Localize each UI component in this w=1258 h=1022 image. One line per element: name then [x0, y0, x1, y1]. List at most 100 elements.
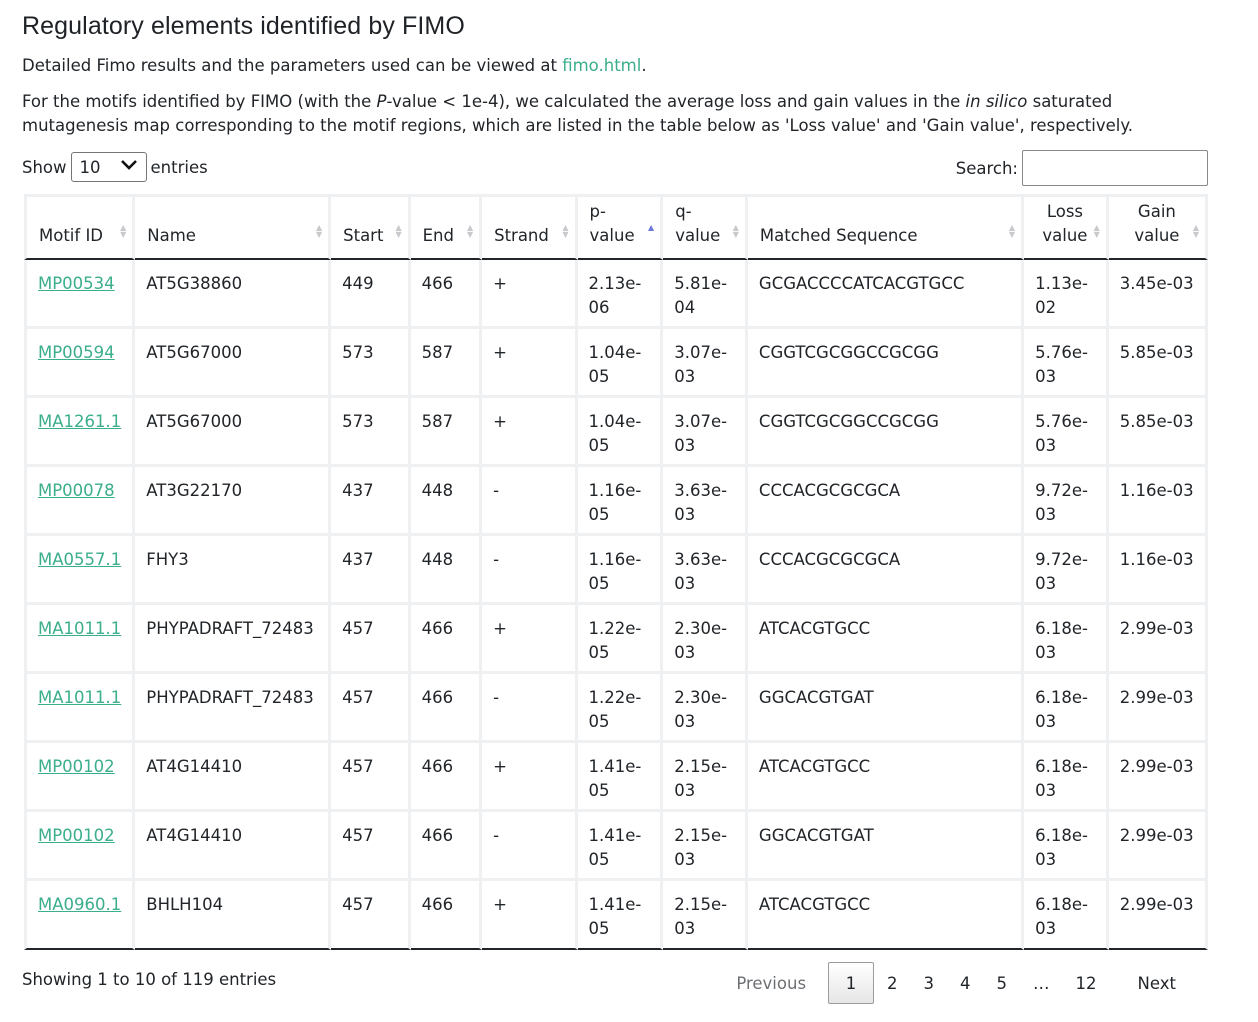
header-gain-label-top: Gain	[1137, 202, 1176, 221]
entries-select[interactable]: 10	[70, 152, 147, 182]
entries-label: entries	[150, 157, 208, 177]
pagination-next[interactable]: Next	[1137, 973, 1176, 993]
header-p-label-top: p-	[589, 202, 606, 221]
search-input[interactable]	[1022, 150, 1208, 186]
pagination-page[interactable]: 4	[960, 973, 971, 993]
cell-matched-sequence: GCGACCCCATCACGTGCC	[747, 260, 1025, 329]
motif-link[interactable]: MA0557.1	[38, 550, 122, 569]
sequence-text: CGGTCGCGGCCGCGG	[758, 343, 939, 362]
motif-link[interactable]: MP00594	[38, 343, 115, 362]
p-value-text: 05	[588, 367, 610, 386]
q-value-text: 2.30e-	[674, 619, 728, 638]
pagination-page[interactable]: 2	[887, 973, 898, 993]
cell-strand: -	[482, 674, 578, 743]
cell-matched-sequence: ATCACGTGCC	[747, 881, 1025, 950]
cell-start: 437	[331, 536, 411, 605]
pagination-page[interactable]: 5	[996, 973, 1008, 993]
pagination-page-last[interactable]: 12	[1075, 973, 1097, 993]
cell-matched-sequence: CCCACGCGCGCA	[747, 467, 1025, 536]
name-text: AT5G67000	[146, 412, 243, 431]
cell-loss-value: 6.18e- 03	[1024, 674, 1109, 743]
loss-value-text: 03	[1035, 919, 1057, 938]
cell-gain-value: 2.99e-03	[1108, 674, 1208, 743]
cell-matched-sequence: CGGTCGCGGCCGCGG	[747, 329, 1025, 398]
header-loss-value[interactable]: Loss value ▲ ▼	[1024, 194, 1109, 260]
loss-value-text: 03	[1035, 505, 1057, 524]
desc-part3: saturated mutagenesis map corresponding …	[22, 92, 1134, 135]
sort-icon: ▲ ▼	[120, 223, 127, 239]
strand-text: +	[493, 619, 507, 638]
motif-link[interactable]: MA1011.1	[38, 688, 122, 707]
loss-value-text: 6.18e-	[1035, 688, 1088, 707]
strand-text: +	[493, 343, 507, 362]
start-text: 457	[342, 895, 374, 914]
header-q-value[interactable]: q-value ▲ ▼	[663, 194, 748, 260]
cell-name: AT5G38860	[135, 260, 332, 329]
motif-link[interactable]: MA1261.1	[38, 412, 122, 431]
motif-link[interactable]: MP00102	[38, 826, 115, 845]
header-name[interactable]: Name ▲ ▼	[135, 194, 332, 260]
p-value-text: 05	[588, 850, 610, 869]
q-value-text: 2.15e-	[674, 895, 728, 914]
strand-text: +	[493, 895, 507, 914]
cell-start: 449	[331, 260, 411, 329]
start-text: 457	[342, 688, 374, 707]
table-row: MA1261.1 AT5G67000 573 587 +1.04e- 05 3.07e- 03…	[24, 398, 1208, 467]
motif-link[interactable]: MP00102	[38, 757, 115, 776]
cell-q-value: 2.15e- 03	[663, 881, 748, 950]
cell-p-value: 1.04e- 05	[577, 329, 664, 398]
cell-start: 573	[331, 329, 411, 398]
motif-link[interactable]: MA0960.1	[38, 895, 122, 914]
pagination-page[interactable]: 3	[923, 973, 935, 993]
sort-icon: ▲ ▼	[1192, 223, 1199, 239]
length-control: Show 10 entries	[22, 150, 208, 184]
cell-name: AT3G22170	[135, 467, 332, 536]
gain-value-text: 2.99e-03	[1119, 688, 1194, 707]
p-value-text: 1.22e-	[588, 619, 642, 638]
sort-asc-icon: ▲▼	[648, 223, 655, 232]
gain-value-text: 2.99e-03	[1119, 757, 1194, 776]
cell-motif-id: MA1011.1	[24, 605, 136, 674]
header-gain-value[interactable]: Gain value ▲ ▼	[1108, 194, 1208, 260]
loss-value-text: 03	[1035, 781, 1057, 800]
cell-start: 457	[331, 881, 411, 950]
motif-link[interactable]: MP00534	[38, 274, 115, 293]
cell-gain-value: 5.85e-03	[1108, 398, 1208, 467]
cell-start: 573	[331, 398, 411, 467]
pagination: Previous 1 2 3 4 5 … 12 Next	[722, 962, 1190, 1004]
q-value-text: 03	[674, 712, 696, 731]
cell-strand: +	[482, 398, 578, 467]
name-text: AT4G14410	[146, 826, 243, 845]
header-strand[interactable]: Strand ▲ ▼	[482, 194, 578, 260]
fimo-link[interactable]: fimo.html	[562, 56, 642, 75]
header-gain-label-bottom: value	[1134, 226, 1180, 245]
header-start-label: Start	[343, 226, 384, 245]
motif-link[interactable]: MP00078	[38, 481, 115, 500]
header-p-label-bottom: value	[589, 226, 635, 245]
strand-text: +	[493, 757, 507, 776]
motif-link[interactable]: MA1011.1	[38, 619, 122, 638]
cell-p-value: 1.22e- 05	[577, 674, 664, 743]
chevron-down-icon	[120, 159, 138, 175]
table-row: MA0960.1 BHLH104 457 466 +1.41e- 05 2.15e- 03 AT…	[24, 881, 1208, 950]
cell-end: 448	[410, 467, 483, 536]
cell-q-value: 2.15e- 03	[663, 743, 748, 812]
q-value-text: 2.15e-	[674, 757, 728, 776]
header-end[interactable]: End ▲ ▼	[410, 194, 483, 260]
header-p-value[interactable]: p-value ▲▼	[577, 194, 664, 260]
end-text: 448	[421, 481, 454, 500]
cell-gain-value: 5.85e-03	[1108, 329, 1208, 398]
header-start[interactable]: Start ▲ ▼	[331, 194, 411, 260]
q-value-text: 3.07e-	[674, 343, 728, 362]
pagination-page-current[interactable]: 1	[828, 962, 875, 1004]
cell-gain-value: 2.99e-03	[1108, 881, 1208, 950]
name-text: AT5G67000	[146, 343, 243, 362]
q-value-text: 5.81e-	[674, 274, 728, 293]
cell-gain-value: 2.99e-03	[1108, 812, 1208, 881]
header-motif-id-label: Motif ID	[39, 226, 104, 245]
header-matched-sequence[interactable]: Matched Sequence ▲ ▼	[747, 194, 1025, 260]
pagination-previous[interactable]: Previous	[736, 973, 807, 993]
header-motif-id[interactable]: Motif ID ▲ ▼	[24, 194, 136, 260]
cell-name: AT5G67000	[135, 398, 332, 467]
cell-matched-sequence: GGCACGTGAT	[747, 674, 1025, 743]
